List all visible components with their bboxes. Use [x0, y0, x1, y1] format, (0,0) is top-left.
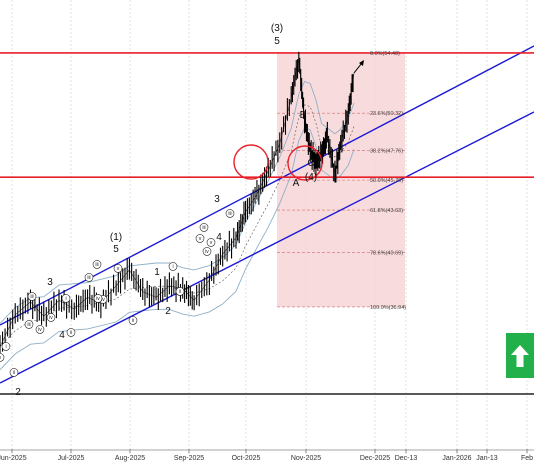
- grid: [11, 0, 528, 455]
- x-tick-label: Aug-2025: [115, 455, 145, 462]
- highlight-circle: [233, 144, 269, 180]
- x-axis: Jun-2025 Jul-2025 Aug-2025 Sep-2025 Oct-2025…: [0, 393, 534, 462]
- wave-label: 4: [216, 232, 222, 243]
- trend-channel: [0, 45, 534, 384]
- projection-line: [353, 62, 363, 74]
- projection-arrowhead: [359, 59, 364, 66]
- wave-label: (3): [271, 23, 283, 34]
- wave-label: 5: [113, 244, 119, 255]
- highlight-circle: [287, 145, 323, 181]
- wave-label: 5: [274, 36, 280, 47]
- fib-level-label: 78.6%(40.69): [370, 251, 403, 257]
- wave-label-small: iv: [96, 296, 100, 302]
- wave-label-circle: [84, 273, 94, 282]
- wave-label-small: iii: [202, 225, 205, 231]
- wave-label: 3: [214, 194, 220, 205]
- wave-label: 2: [15, 387, 21, 398]
- wave-label-small: i: [5, 344, 6, 350]
- wave-label-small: v: [199, 236, 202, 242]
- wave-label-small: iii: [95, 262, 98, 268]
- fib-level-label: 38.2%(47.76): [370, 148, 403, 154]
- wave-label: (1): [110, 232, 122, 243]
- arrow-up-icon: [511, 345, 529, 367]
- wave-label-circle: [9, 368, 19, 377]
- x-tick-label: Jun-2025: [0, 455, 27, 462]
- x-tick-label: Oct-2025: [232, 455, 261, 462]
- wave-label-small: iv: [49, 315, 53, 321]
- x-tick-label: Jul-2025: [58, 455, 85, 462]
- x-tick-label: Dec-2025: [360, 455, 390, 462]
- wave-label-circle: [206, 238, 216, 247]
- fib-level-label: 61.8%(43.63): [370, 208, 403, 214]
- x-tick-label: Jan-13: [476, 455, 498, 462]
- wave-label-circle: [199, 223, 209, 232]
- wave-label-small: i: [65, 296, 66, 302]
- wave-label: 3: [47, 277, 53, 288]
- price-series: [0, 51, 364, 354]
- wave-label-small: iii: [87, 275, 90, 281]
- fib-level-label: 50.0%(45.70): [370, 178, 403, 184]
- wave-label-small: iii: [30, 294, 33, 300]
- buy-signal-badge[interactable]: [506, 333, 534, 378]
- channel-lower-line: [0, 111, 534, 384]
- wave-label: C: [307, 158, 314, 169]
- wave-label-circle: [46, 313, 56, 322]
- wave-label-small: ii: [70, 330, 72, 336]
- wave-label-small: iii: [27, 322, 30, 328]
- wave-label-circle: [175, 287, 185, 296]
- wave-label-circle: [93, 294, 103, 303]
- x-tick-label: Feb: [521, 455, 533, 462]
- fib-level-label: 0.0%(54.48): [370, 51, 400, 57]
- wave-label-circle: [24, 320, 34, 329]
- highlight-circles: [233, 144, 323, 181]
- wave-label-circle: [202, 247, 212, 256]
- wave-label: B: [300, 110, 307, 121]
- wave-label-circle: [0, 353, 5, 362]
- wave-label-small: iv: [205, 249, 209, 255]
- wave-label-circle: [128, 316, 138, 325]
- wave-labels: (3)5BCA(4)34(1)512342iiiivviiiivviiiiiii…: [0, 23, 317, 398]
- fib-level-label: 23.6%(50.32): [370, 111, 403, 117]
- wave-label-small: ii: [13, 370, 15, 376]
- x-tick-label: Jan-2026: [442, 455, 471, 462]
- wave-label-small: ii: [179, 289, 181, 295]
- wave-label-small: v: [0, 355, 2, 361]
- wave-label-circle: [195, 234, 205, 243]
- wave-label: (4): [305, 172, 317, 183]
- wave-label-circle: [61, 294, 71, 303]
- x-tick-label: Sep-2025: [174, 455, 204, 462]
- fib-labels: 0.0%(54.48) 23.6%(50.32) 38.2%(47.76) 50.0%…: [370, 51, 406, 311]
- wave-label-small: v: [210, 240, 213, 246]
- wave-label-circle: [66, 328, 76, 337]
- wave-label-circle: [113, 264, 123, 273]
- wave-label-circle: [225, 209, 235, 218]
- wave-label-circle: [27, 292, 37, 301]
- wave-label-small: ii: [132, 318, 134, 324]
- x-tick-label: Dec-13: [395, 455, 418, 462]
- fib-level-label: 100.0%(36.94): [370, 305, 406, 311]
- wave-label-small: iii: [228, 211, 231, 217]
- wave-label: 2: [165, 306, 171, 317]
- wave-label-circle: [35, 325, 45, 334]
- x-tick-label: Nov-2025: [291, 455, 321, 462]
- wave-label: 4: [59, 330, 65, 341]
- wave-label-small: i: [172, 264, 173, 270]
- wave-label-small: iv: [38, 327, 42, 333]
- wave-label-small: iv: [101, 297, 105, 303]
- wave-label-small: v: [117, 266, 120, 272]
- wave-label-circle: [1, 342, 11, 351]
- wave-label: A: [293, 178, 300, 189]
- wave-label: 1: [154, 267, 160, 278]
- wave-label-circle: [92, 260, 102, 269]
- wave-label-circle: [168, 262, 178, 271]
